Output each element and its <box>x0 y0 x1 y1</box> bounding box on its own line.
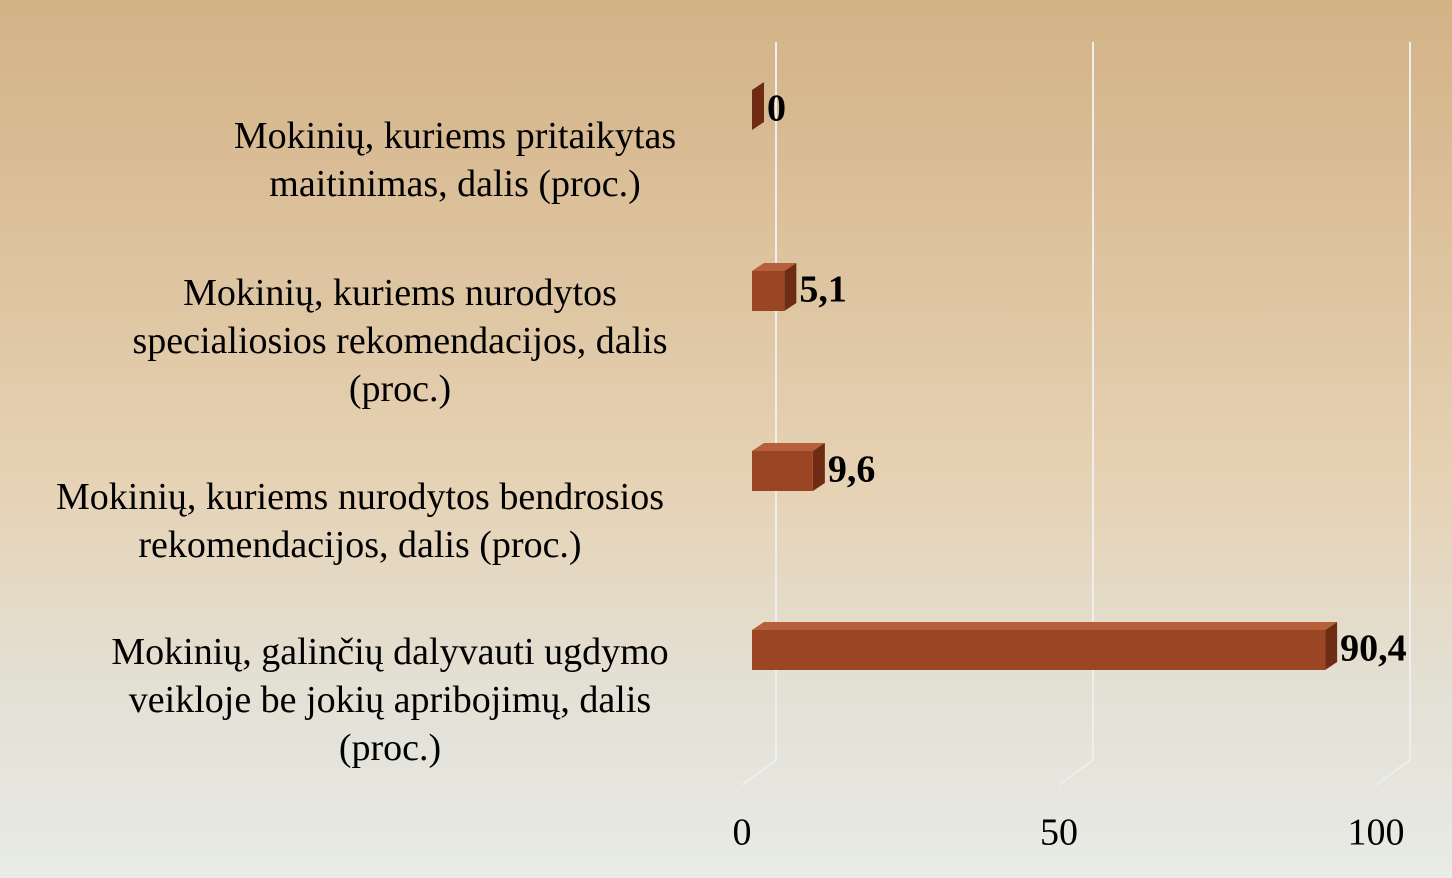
bar <box>752 443 825 491</box>
floor-line <box>1058 759 1094 786</box>
floor-line <box>741 759 777 786</box>
value-label: 9,6 <box>828 449 876 491</box>
bar-face <box>1325 622 1338 670</box>
bar-face <box>752 443 825 451</box>
y-tick-label: Mokinių, galinčių dalyvauti ugdymo veikl… <box>111 631 669 769</box>
x-tick-label: 50 <box>1040 812 1078 854</box>
bar-face <box>812 443 825 491</box>
floor-line <box>1375 759 1411 786</box>
value-label: 90,4 <box>1340 628 1407 670</box>
bar-face <box>752 271 785 311</box>
bar-face <box>752 622 1338 630</box>
x-tick-label: 100 <box>1348 812 1405 854</box>
bar <box>752 82 764 130</box>
y-tick-label: Mokinių, kuriems nurodytos bendrosios re… <box>56 476 664 566</box>
x-tick-label: 0 <box>733 812 752 854</box>
value-label: 5,1 <box>799 269 847 311</box>
y-tick-label: Mokinių, kuriems nurodytos specialiosios… <box>132 272 668 410</box>
bar <box>752 263 797 311</box>
value-label: 0 <box>767 88 786 130</box>
bar-face <box>784 263 797 311</box>
y-tick-label: Mokinių, kuriems pritaikytas maitinimas,… <box>233 115 677 205</box>
bar-face <box>752 263 797 271</box>
bar-face <box>752 630 1326 670</box>
bar-face <box>752 82 764 130</box>
bar <box>752 622 1338 670</box>
bar-face <box>752 451 813 491</box>
